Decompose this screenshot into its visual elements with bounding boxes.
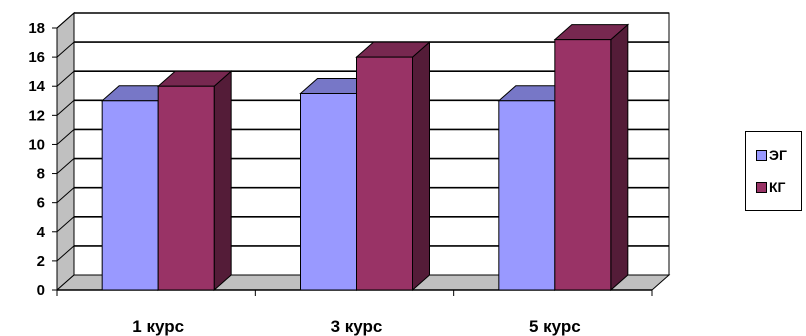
gridline-side: [56, 70, 75, 87]
gridline-side: [56, 187, 75, 204]
gridline-side: [56, 245, 75, 262]
x-tick-label: 3 курс: [331, 317, 383, 336]
y-tick-label: 0: [37, 282, 45, 299]
bar: [101, 100, 159, 291]
legend-swatch-series-1: [756, 149, 767, 161]
legend: ЭГ КГ: [745, 131, 802, 211]
legend-item-series-1: ЭГ: [756, 147, 787, 163]
bar: [356, 56, 413, 291]
gridline-side: [56, 99, 75, 116]
y-tick-label: 8: [37, 166, 45, 183]
y-tick-label: 10: [28, 136, 45, 153]
legend-label-series-2: КГ: [769, 179, 786, 195]
legend-item-series-2: КГ: [756, 179, 785, 195]
y-tick-label: 14: [28, 78, 45, 95]
y-tick-label: 12: [28, 107, 45, 124]
x-tick-label: 1 курс: [132, 317, 184, 336]
gridline-side: [56, 158, 75, 174]
y-tick-label: 4: [37, 224, 46, 241]
bar-side: [412, 41, 430, 292]
y-tick-label: 16: [28, 49, 45, 66]
gridline-side: [56, 41, 75, 58]
bar-side: [610, 23, 629, 292]
bar: [498, 100, 556, 291]
x-tick-label: 5 курс: [529, 317, 581, 336]
gridline-side: [56, 129, 75, 145]
y-tick-label: 18: [28, 20, 45, 37]
legend-swatch-series-2: [756, 181, 767, 193]
y-tick-labels: 0 2 4 6 8 10 12 14 16 18: [28, 20, 45, 299]
legend-label-series-1: ЭГ: [769, 147, 787, 163]
bar-side: [213, 70, 232, 292]
bar: [554, 39, 612, 291]
gridline-side: [56, 216, 75, 233]
y-tick-label: 2: [37, 253, 45, 270]
y-tick-label: 6: [37, 195, 45, 212]
bar: [157, 85, 215, 291]
bar: [300, 93, 357, 291]
x-tick-labels: 1 курс 3 курс 5 курс: [132, 317, 580, 336]
gridline-side: [56, 12, 75, 29]
bars: [100, 23, 630, 292]
